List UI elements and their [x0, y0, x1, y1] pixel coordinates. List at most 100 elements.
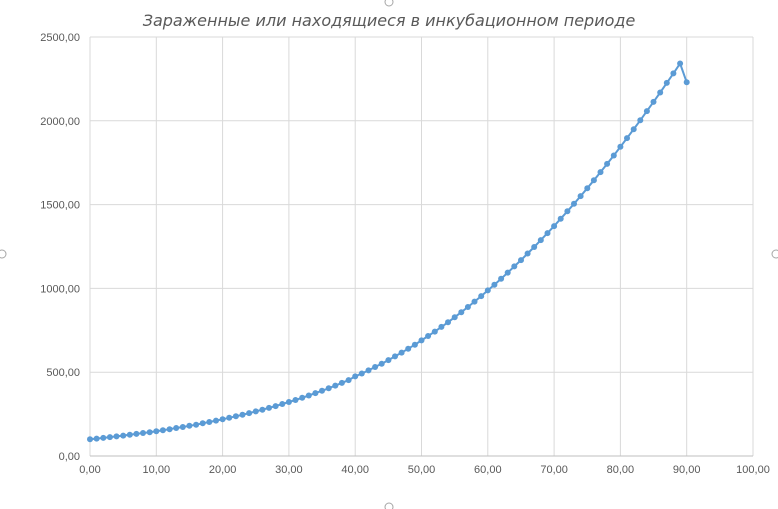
- data-point: [358, 370, 365, 377]
- data-point: [93, 435, 100, 442]
- data-point: [338, 379, 345, 386]
- data-point: [193, 421, 200, 428]
- data-point: [252, 408, 259, 415]
- data-point: [604, 160, 611, 167]
- data-point: [266, 404, 272, 411]
- data-point: [511, 263, 518, 270]
- data-point: [325, 385, 332, 392]
- data-series: [87, 60, 690, 443]
- data-point: [113, 433, 120, 440]
- data-point: [431, 328, 438, 335]
- data-point: [199, 420, 206, 427]
- data-point: [378, 360, 385, 367]
- data-point: [345, 377, 352, 384]
- data-point: [643, 108, 650, 115]
- y-tick-label: 2500,00: [40, 32, 80, 44]
- data-point: [498, 275, 505, 282]
- data-point: [372, 364, 379, 370]
- data-point: [551, 223, 558, 230]
- data-point: [186, 422, 193, 429]
- data-point: [677, 60, 684, 67]
- data-point: [299, 394, 306, 401]
- data-point: [438, 323, 445, 330]
- data-point: [166, 426, 173, 433]
- x-tick-label: 50,00: [408, 464, 436, 476]
- data-point: [478, 293, 485, 300]
- data-point: [637, 117, 644, 124]
- data-point: [272, 403, 279, 410]
- data-point: [458, 309, 465, 316]
- x-tick-label: 0,00: [79, 464, 100, 476]
- data-point: [564, 208, 571, 215]
- data-point: [451, 314, 458, 321]
- y-tick-label: 0,00: [59, 451, 80, 463]
- data-point: [385, 357, 392, 364]
- data-point: [226, 414, 233, 421]
- data-point: [392, 353, 398, 360]
- data-point: [537, 237, 544, 244]
- data-point: [100, 434, 107, 441]
- data-point: [657, 89, 664, 96]
- data-point: [305, 392, 312, 399]
- data-point: [531, 244, 538, 250]
- series-line: [89, 61, 688, 441]
- data-point: [504, 269, 511, 276]
- data-point: [213, 417, 219, 424]
- x-tick-label: 20,00: [209, 464, 237, 476]
- resize-handle[interactable]: [384, 0, 394, 7]
- data-point: [246, 410, 253, 417]
- data-point: [518, 257, 524, 264]
- x-tick-label: 60,00: [474, 464, 502, 476]
- data-point: [624, 135, 630, 142]
- data-point: [610, 152, 617, 159]
- data-point: [332, 382, 339, 389]
- data-point: [206, 419, 213, 425]
- data-point: [285, 399, 292, 405]
- data-point: [630, 126, 637, 133]
- data-point: [232, 413, 239, 420]
- data-point: [179, 424, 186, 430]
- data-point: [365, 367, 372, 374]
- data-point: [106, 434, 113, 441]
- data-point: [146, 429, 153, 436]
- data-point: [683, 79, 690, 86]
- data-point: [405, 345, 412, 352]
- data-point: [425, 333, 432, 339]
- data-point: [239, 411, 246, 418]
- x-tick-label: 70,00: [540, 464, 568, 476]
- x-tick-label: 30,00: [275, 464, 303, 476]
- resize-handle[interactable]: [384, 502, 394, 509]
- data-point: [577, 193, 584, 200]
- data-point: [259, 406, 266, 413]
- data-point: [352, 373, 359, 380]
- data-point: [87, 436, 93, 443]
- data-point: [120, 432, 127, 439]
- resize-handle[interactable]: [0, 249, 7, 259]
- data-point: [319, 387, 325, 394]
- data-point: [418, 337, 425, 344]
- data-point: [292, 397, 299, 403]
- data-point: [173, 425, 180, 431]
- data-point: [597, 169, 604, 176]
- data-point: [398, 349, 405, 356]
- data-point: [411, 341, 418, 348]
- data-point: [159, 427, 166, 434]
- data-point: [445, 319, 451, 326]
- data-point: [557, 215, 564, 222]
- data-point: [584, 185, 591, 192]
- resize-handle[interactable]: [771, 249, 778, 259]
- data-point: [140, 430, 146, 436]
- y-tick-label: 1000,00: [40, 283, 80, 295]
- data-point: [464, 304, 471, 310]
- data-point: [133, 430, 140, 437]
- data-point: [471, 298, 478, 305]
- chart-title: Зараженные или находящиеся в инкубационн…: [143, 11, 636, 30]
- data-point: [663, 79, 670, 86]
- tick-labels: 0,00 10,00 20,00 30,00 40,00 50,00 60,00 70,00 8…: [40, 32, 770, 476]
- data-point: [544, 230, 551, 237]
- y-tick-label: 1500,00: [40, 200, 80, 212]
- data-point: [650, 98, 657, 105]
